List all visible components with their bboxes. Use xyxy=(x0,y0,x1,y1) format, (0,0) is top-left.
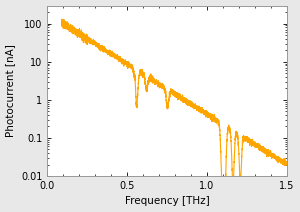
Y-axis label: Photocurrent [nA]: Photocurrent [nA] xyxy=(6,44,16,137)
X-axis label: Frequency [THz]: Frequency [THz] xyxy=(125,197,209,206)
